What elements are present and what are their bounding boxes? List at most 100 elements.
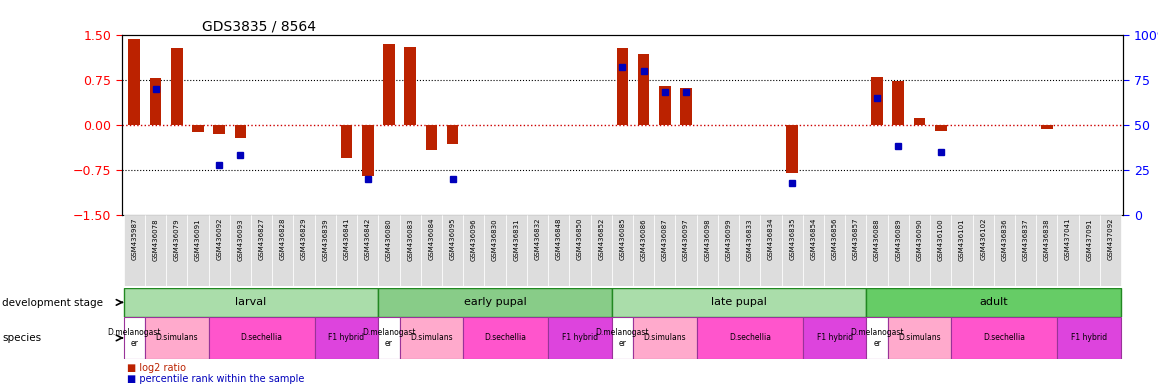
Bar [1057,317,1121,359]
Text: GSM436084: GSM436084 [428,218,434,260]
Bar [171,48,183,125]
Bar [871,77,882,125]
Text: F1 hybrid: F1 hybrid [562,333,598,343]
Bar [1057,215,1079,286]
Text: GSM436829: GSM436829 [301,218,307,260]
Bar [336,215,357,286]
Text: GSM436078: GSM436078 [153,218,159,260]
Bar [866,215,888,286]
Bar [426,125,438,150]
Text: late pupal: late pupal [711,297,767,308]
Bar [866,288,1121,317]
Bar [383,44,395,125]
Bar [548,317,611,359]
Text: GSM435987: GSM435987 [131,218,138,260]
Text: GSM436079: GSM436079 [174,218,179,260]
Bar [145,215,166,286]
Bar [149,78,161,125]
Bar [1041,125,1053,129]
Text: GSM436827: GSM436827 [258,218,265,260]
Bar [400,215,420,286]
Bar [315,215,336,286]
Text: D.sechellia: D.sechellia [241,333,283,343]
Bar [697,215,718,286]
Text: GSM436835: GSM436835 [790,218,796,260]
Bar [145,317,208,359]
Text: GSM436836: GSM436836 [1002,218,1007,260]
Bar [697,317,802,359]
Text: GSM436085: GSM436085 [620,218,625,260]
Bar [340,125,352,158]
Text: F1 hybrid: F1 hybrid [816,333,852,343]
Bar [548,215,570,286]
Text: GSM436833: GSM436833 [747,218,753,260]
Text: development stage: development stage [2,298,103,308]
Text: D.simulans: D.simulans [155,333,198,343]
Text: GSM436830: GSM436830 [492,218,498,260]
Bar [802,317,866,359]
Bar [315,317,379,359]
Text: GSM436089: GSM436089 [895,218,901,260]
Bar [914,118,925,125]
Bar [786,125,798,173]
Text: D.melanogast
er: D.melanogast er [108,328,161,348]
Text: GSM436093: GSM436093 [237,218,243,260]
Bar [272,215,293,286]
Bar [463,215,484,286]
Text: GSM437091: GSM437091 [1086,218,1092,260]
Text: GSM436095: GSM436095 [449,218,455,260]
Bar [616,48,629,125]
Text: GSM436854: GSM436854 [811,218,816,260]
Text: D.sechellia: D.sechellia [728,333,771,343]
Bar [909,215,930,286]
Bar [208,215,229,286]
Bar [888,215,909,286]
Text: D.simulans: D.simulans [899,333,940,343]
Bar [611,215,633,286]
Text: GSM436856: GSM436856 [831,218,837,260]
Text: GSM436083: GSM436083 [408,218,413,260]
Text: GSM436839: GSM436839 [322,218,329,260]
Text: GSM436850: GSM436850 [577,218,582,260]
Text: early pupal: early pupal [463,297,527,308]
Bar [527,215,548,286]
Text: GSM436828: GSM436828 [280,218,286,260]
Bar [633,215,654,286]
Text: GSM436096: GSM436096 [471,218,477,260]
Bar [447,125,459,144]
Text: GSM436841: GSM436841 [344,218,350,260]
Bar [1100,215,1121,286]
Bar [124,317,145,359]
Text: D.sechellia: D.sechellia [983,333,1026,343]
Bar [633,317,697,359]
Bar [761,215,782,286]
Bar [420,215,442,286]
Bar [506,215,527,286]
Text: D.sechellia: D.sechellia [485,333,527,343]
Bar [638,54,650,125]
Text: GSM436092: GSM436092 [217,218,222,260]
Text: GSM436086: GSM436086 [640,218,646,260]
Bar [208,317,315,359]
Text: F1 hybrid: F1 hybrid [329,333,365,343]
Bar [442,215,463,286]
Text: GSM436088: GSM436088 [874,218,880,260]
Bar [293,215,315,286]
Bar [404,46,416,125]
Text: D.simulans: D.simulans [410,333,453,343]
Bar [362,125,374,176]
Bar [952,317,1057,359]
Text: GSM436852: GSM436852 [599,218,604,260]
Text: GSM436101: GSM436101 [959,218,965,260]
Bar [935,125,946,131]
Bar [124,215,145,286]
Bar [1079,215,1100,286]
Text: larval: larval [235,297,266,308]
Bar [213,125,225,134]
Text: GSM436097: GSM436097 [683,218,689,260]
Bar [611,288,866,317]
Bar [952,215,973,286]
Bar [379,215,400,286]
Bar [718,215,739,286]
Text: GSM436087: GSM436087 [662,218,668,260]
